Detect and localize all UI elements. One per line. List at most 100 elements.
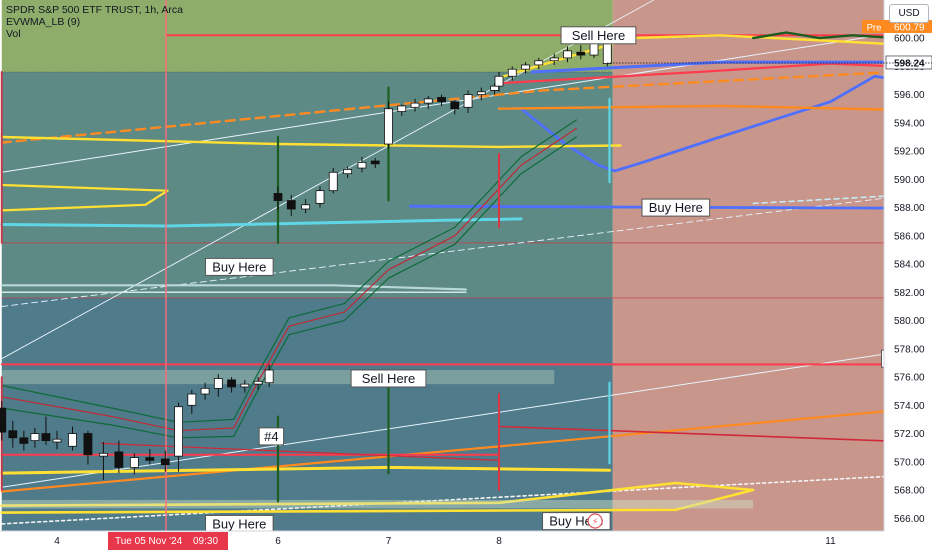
y-tick-label: 580.00: [894, 316, 925, 327]
yellow-curve: [0, 183, 169, 212]
chart-legend: SPDR S&P 500 ETF TRUST, 1h, Arca EVWMA_L…: [6, 4, 183, 40]
annotation-text: Sell Here: [572, 28, 625, 43]
candle: [240, 383, 250, 388]
last-price-value: 598.24: [894, 58, 925, 69]
trendline-white: [1, 473, 932, 525]
candle: [200, 387, 210, 395]
currency-button[interactable]: USD: [889, 4, 929, 23]
candle: [160, 458, 170, 466]
lower-zone: [1, 297, 613, 531]
annotation-box: [350, 369, 427, 388]
crosshair-time: 09:30: [193, 536, 218, 547]
y-tick-label: 576.00: [894, 373, 925, 384]
y-tick-label: 572.00: [894, 429, 925, 440]
time-axis: [0, 531, 932, 550]
candle: [507, 68, 517, 77]
last-price-bg: [885, 55, 932, 70]
annotation-text: Buy Here: [212, 259, 266, 274]
annotation-text: Buy Here: [212, 516, 266, 531]
orange-dashed-trend: [0, 68, 932, 144]
annotation-text: Buy Here: [649, 200, 703, 215]
annotation-text: Sell Here: [362, 371, 415, 386]
evwma-band: [1, 127, 577, 432]
buy-support-line: [530, 60, 932, 74]
candle: [357, 162, 367, 169]
candle: [463, 94, 473, 108]
candle: [521, 64, 530, 70]
candle: [83, 433, 93, 456]
annotation-box: [258, 427, 285, 446]
pre-label-bg: [862, 19, 886, 33]
crosshair-date-label: Tue 05 Nov '24 09:30: [108, 532, 228, 550]
x-tick-label: 4: [54, 536, 60, 547]
annotation-label: Buy Here: [205, 257, 274, 276]
candle: [410, 102, 420, 108]
candle: [286, 200, 296, 210]
y-tick-label: 600.00: [894, 34, 925, 45]
candle: [52, 438, 62, 443]
evwma-band: [1, 119, 577, 423]
annotation-text: #4: [264, 429, 278, 444]
annotation-box: [205, 257, 274, 276]
y-tick-label: 578.00: [894, 344, 925, 355]
x-tick-label: 8: [496, 536, 502, 547]
candle: [114, 451, 124, 468]
annotation-label: Buy Here: [641, 198, 711, 217]
y-tick-label: 566.00: [894, 514, 925, 525]
candle: [343, 169, 353, 175]
candle: [41, 433, 51, 442]
candle: [534, 60, 544, 66]
candle: [213, 378, 223, 389]
annotation-box: [560, 26, 637, 45]
candle: [384, 108, 393, 145]
y-tick-label: 584.00: [894, 260, 925, 271]
x-tick-label: 7: [386, 536, 392, 547]
candle: [301, 204, 311, 210]
candle: [8, 430, 18, 439]
y-tick-label: 592.00: [894, 147, 925, 158]
candle: [328, 171, 338, 192]
trendline-white: [1, 0, 655, 360]
price-axis: [884, 0, 932, 550]
mid-zone: [1, 72, 613, 298]
pre-value-bg: [886, 19, 932, 33]
cyan-band: [0, 284, 467, 291]
lightning-icon: ⚡: [592, 518, 598, 528]
y-tick-label: 574.00: [894, 401, 925, 412]
x-tick-label: 6: [275, 536, 281, 547]
y-tick-label: 568.00: [894, 486, 925, 497]
candle: [602, 43, 612, 64]
candle: [187, 393, 197, 406]
future-zone: [612, 0, 932, 531]
y-tick-label: 570.00: [894, 457, 925, 468]
candle: [476, 91, 486, 96]
y-tick-label: 596.00: [894, 90, 925, 101]
green-drawn-path: [752, 31, 932, 42]
candle: [129, 457, 139, 468]
candle: [563, 50, 572, 59]
candle: [370, 160, 380, 165]
candle: [30, 433, 40, 442]
annotation-label: #4: [258, 427, 285, 446]
y-tick-label: 586.00: [894, 231, 925, 242]
y-tick-label: 582.00: [894, 288, 925, 299]
candle: [174, 406, 183, 457]
symbol-title: SPDR S&P 500 ETF TRUST, 1h, Arca: [6, 4, 184, 16]
crosshair-date: Tue 05 Nov '24: [115, 536, 183, 547]
indicator-volume: Vol: [6, 28, 21, 40]
pre-value: 600.79: [894, 22, 925, 33]
annotation-box: [641, 198, 711, 217]
candle: [68, 433, 77, 447]
trendline-white: [1, 191, 932, 307]
candle: [494, 75, 504, 87]
horizontal-zone: [1, 499, 754, 509]
candle: [227, 379, 236, 388]
buy-support-line: [409, 204, 932, 210]
candle: [490, 85, 499, 91]
candle: [437, 97, 446, 103]
annotation-label: Sell Here: [560, 26, 637, 45]
candle: [315, 190, 325, 204]
red-descending: [100, 442, 500, 462]
horizontal-zone: [1, 370, 555, 385]
